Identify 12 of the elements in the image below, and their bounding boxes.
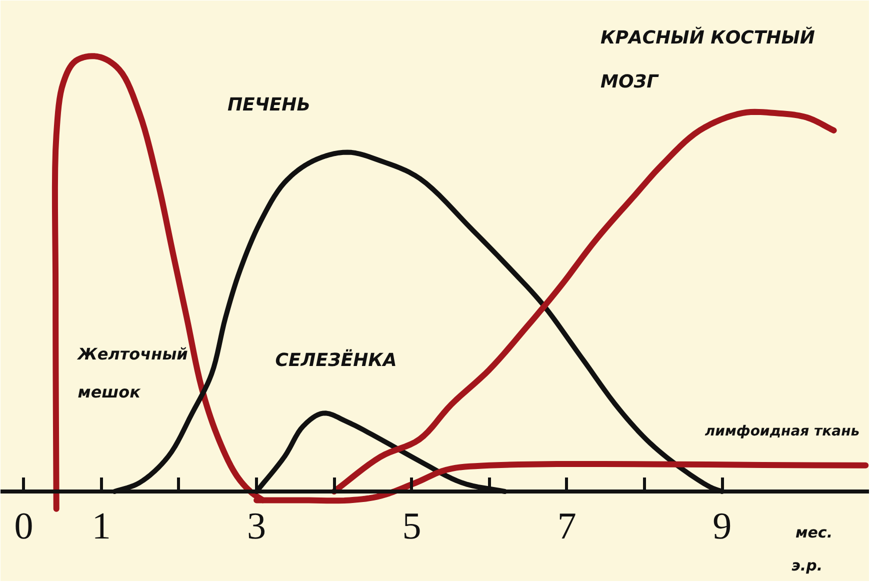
x-tick-label: 9 — [712, 506, 732, 548]
x-tick-label: 7 — [557, 506, 576, 548]
text: ПЕЧЕНЬ — [227, 94, 310, 116]
text: СЕЛЕЗЁНКА — [275, 349, 397, 372]
x-tick-label: 1 — [92, 506, 111, 548]
x-tick-label: 3 — [247, 506, 266, 548]
series-label: лимфоидная ткань — [704, 423, 860, 440]
x-tick-label: 5 — [402, 506, 422, 548]
series-label: Желточный мешок — [76, 344, 188, 402]
x-axis-title: мес. э.р. — [792, 524, 833, 574]
x-tick-label: 0 — [14, 506, 34, 548]
text: КРАСНЫЙ КОСТНЫЙ МОЗГ — [600, 27, 815, 92]
